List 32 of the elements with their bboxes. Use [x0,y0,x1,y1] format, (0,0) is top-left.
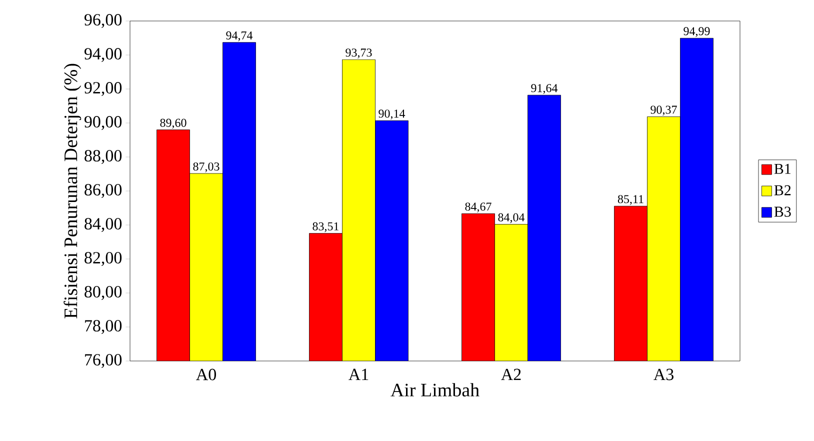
data-label: 84,04 [498,213,525,224]
y-tick-label: 76,00 [85,354,122,368]
y-tick-label: 84,00 [84,218,122,232]
y-tick-label: 80,00 [84,286,122,300]
data-label: 85,11 [618,195,644,205]
x-tick-label: A2 [501,368,521,380]
data-label: 90,14 [378,110,406,120]
data-label: 83,51 [312,222,339,232]
x-tick-label: A1 [348,368,368,380]
y-tick-label: 90,00 [84,116,122,130]
x-tick-label: A0 [196,368,216,380]
x-axis-title: Air Limbah [390,383,480,396]
y-tick-label: 86,00 [84,184,122,198]
data-label: 93,73 [346,48,372,58]
x-tick-label: A3 [654,368,674,380]
data-label: 91,64 [531,84,558,94]
legend-label: B1 [774,164,790,174]
y-tick-label: 78,00 [85,320,122,334]
data-label: 94,74 [226,31,253,42]
data-label: 89,60 [160,118,186,129]
legend-label: B2 [774,185,791,196]
y-tick-label: 94,00 [84,48,122,62]
data-label: 90,37 [650,106,677,116]
y-axis-title: Efisiensi Penurunan Deterjen (%) [64,64,82,318]
legend-label: B3 [774,206,791,217]
y-tick-label: 82,00 [84,252,122,266]
data-label: 94,99 [684,27,710,37]
data-label: 87,03 [193,162,220,172]
data-label: 84,67 [465,202,492,212]
y-tick-label: 92,00 [84,82,122,96]
y-tick-label: 96,00 [84,14,122,28]
y-tick-label: 88,00 [84,150,122,164]
